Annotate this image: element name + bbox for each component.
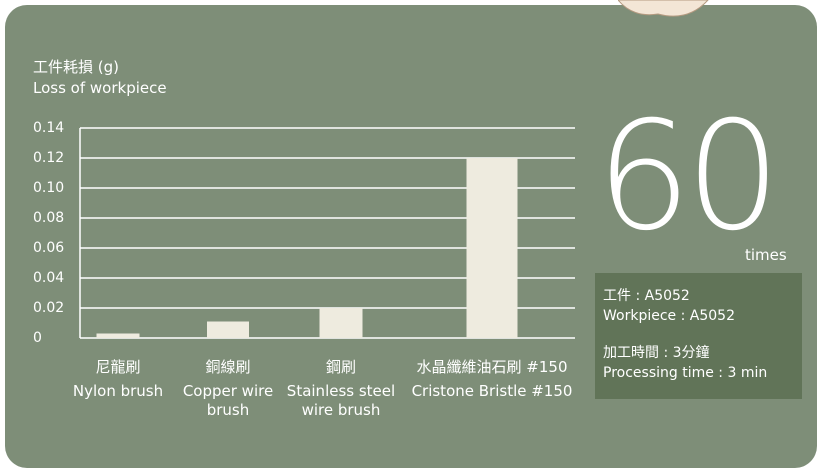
count-unit: times (745, 246, 787, 264)
x-tick-label: 水晶纖維油石刷 #150 (402, 358, 582, 377)
bar (97, 334, 140, 339)
bar (320, 308, 363, 338)
info-line: Processing time : 3 min (603, 363, 767, 383)
x-tick-label: 銅線刷 (166, 358, 290, 377)
info-line: 工件 : A5052 (603, 286, 690, 306)
y-tick-label: 0.14 (33, 120, 64, 136)
y-tick-label: 0.06 (33, 240, 64, 256)
y-tick-label: 0.10 (33, 180, 64, 196)
x-tick-label: 鋼刷 (279, 358, 403, 377)
x-tick-label: 尼龍刷 (56, 358, 180, 377)
x-tick-label: Cristone Bristle #150 (402, 382, 582, 401)
info-line: Workpiece : A5052 (603, 306, 735, 326)
bar (207, 322, 249, 339)
x-tick-label: Nylon brush (56, 382, 180, 401)
info-box: 工件 : A5052 Workpiece : A5052 加工時間 : 3分鐘 … (595, 273, 802, 399)
y-tick-label: 0.08 (33, 210, 64, 226)
y-tick-label: 0.02 (33, 300, 64, 316)
x-tick-label: Copper wire brush (173, 382, 283, 420)
info-line: 加工時間 : 3分鐘 (603, 343, 710, 363)
y-tick-label: 0.04 (33, 270, 64, 286)
page: {"chart_data": {"type": "bar", "y_label"… (0, 0, 817, 468)
y-tick-label: 0.12 (33, 150, 64, 166)
count: 60 (596, 92, 775, 262)
bar (467, 158, 518, 338)
y-tick-label: 0 (33, 330, 42, 346)
x-tick-label: Stainless steel wire brush (286, 382, 396, 420)
